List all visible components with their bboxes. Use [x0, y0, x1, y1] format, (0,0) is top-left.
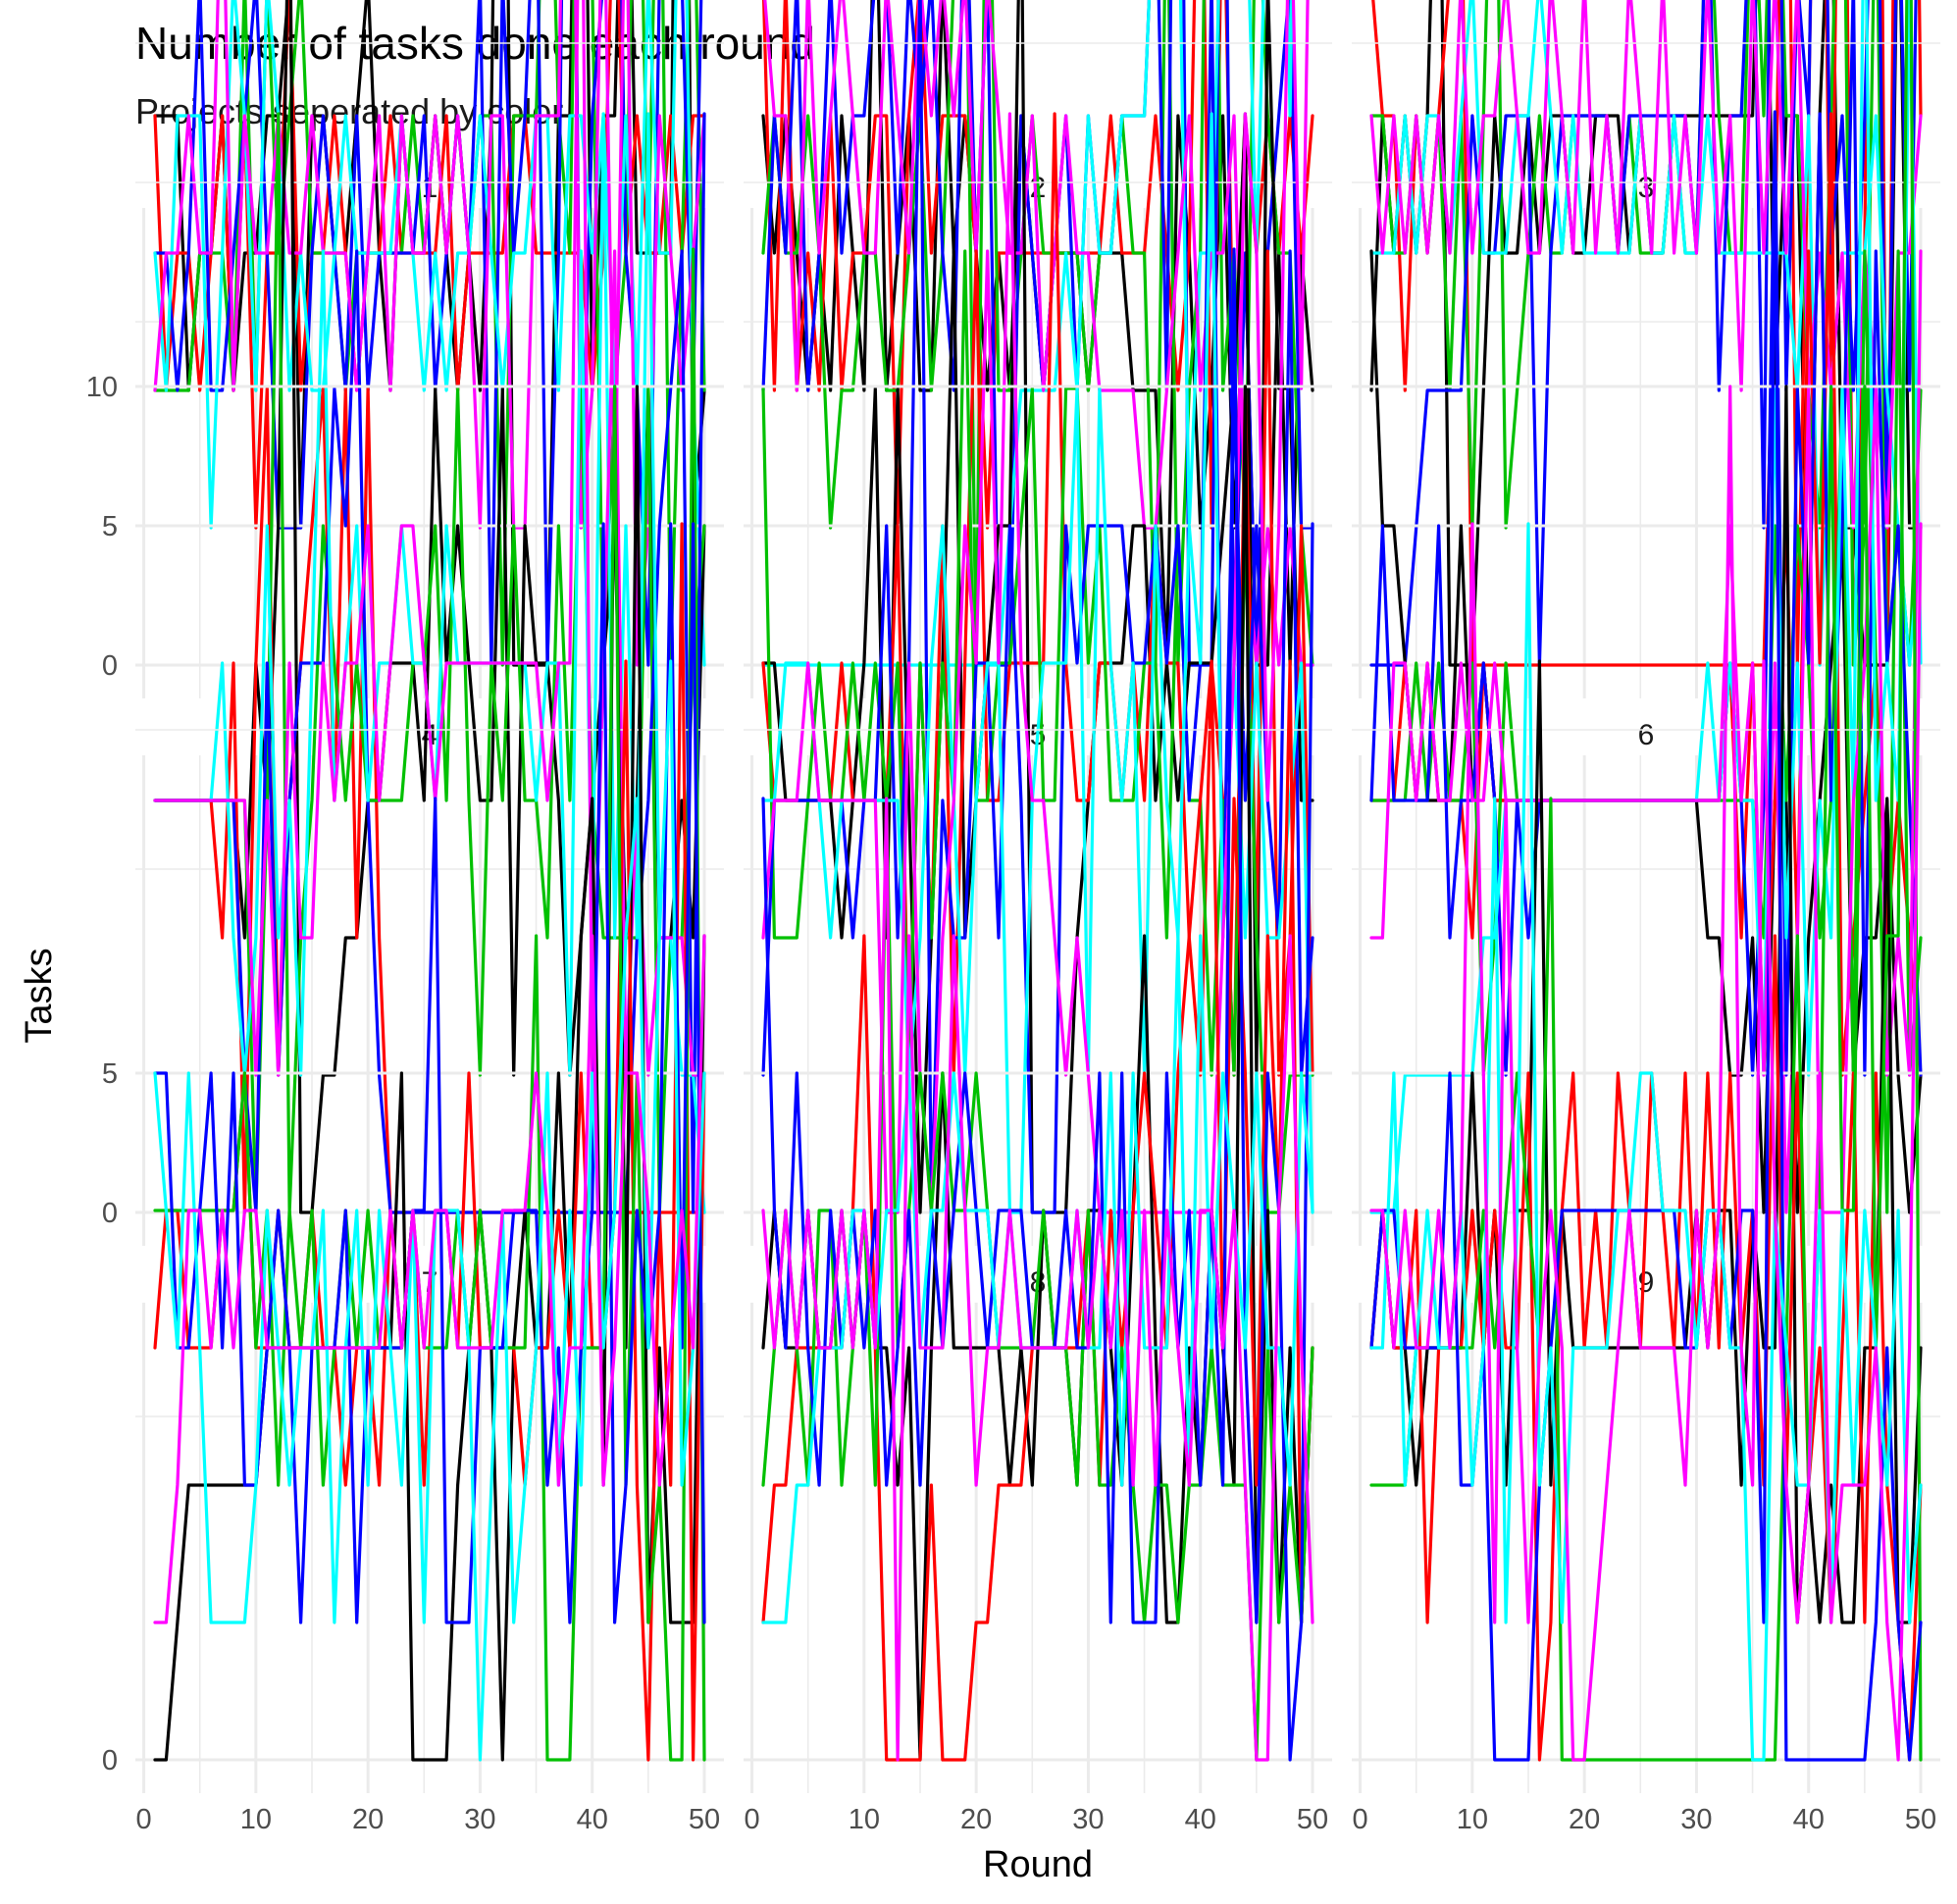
x-tick-label: 40 — [1185, 1804, 1216, 1835]
x-tick-label: 30 — [1680, 1804, 1712, 1835]
x-tick-label: 20 — [1569, 1804, 1600, 1835]
x-tick-label: 50 — [1297, 1804, 1328, 1835]
x-tick-label: 20 — [352, 1804, 384, 1835]
series-line-4 — [761, 0, 1314, 667]
x-axis-title-group: Round — [983, 1844, 1093, 1885]
x-tick-label: 0 — [1353, 1804, 1368, 1835]
series-line-3 — [153, 247, 706, 1762]
y-axis-title: Tasks — [19, 948, 60, 1043]
series-line-4 — [1369, 0, 1918, 667]
series-line-3 — [761, 0, 1314, 667]
x-tick-label: 10 — [1457, 1804, 1488, 1835]
y-axis-title-group: Tasks — [19, 948, 60, 1043]
series-line-6 — [153, 934, 706, 1624]
series-line-6 — [1369, 249, 1923, 1214]
facet-strip-label: 6 — [1638, 719, 1655, 751]
x-tick-label: 20 — [960, 1804, 992, 1835]
series-line-6 — [1369, 0, 1923, 530]
series-line-6 — [763, 0, 1314, 667]
x-tick-label: 50 — [1905, 1804, 1936, 1835]
facet-panel-7: 705101501020304050 — [86, 42, 724, 1835]
x-tick-label: 0 — [745, 1804, 760, 1835]
x-axis-title: Round — [983, 1844, 1093, 1885]
facet-panels: 1051015234051015567051015010203040508010… — [86, 0, 1940, 1835]
facet-strip-label: 9 — [1638, 1266, 1655, 1299]
series-line-4 — [153, 0, 703, 667]
series-line-6 — [1369, 385, 1923, 1762]
series-line-6 — [153, 0, 706, 1077]
x-tick-label: 30 — [1072, 1804, 1104, 1835]
x-tick-label: 40 — [1793, 1804, 1825, 1835]
y-tick-label: 5 — [102, 511, 118, 542]
x-tick-label: 10 — [240, 1804, 272, 1835]
series-line-6 — [761, 797, 1314, 1762]
facet-panel-8: 80 10 20 30 40 50 — [744, 42, 1332, 1835]
series-line-6 — [761, 0, 1310, 1214]
series-line-3 — [1369, 0, 1923, 1762]
series-line-4 — [1369, 110, 1923, 1762]
y-tick-label: 0 — [102, 1198, 118, 1229]
x-tick-label: 30 — [464, 1804, 495, 1835]
facet-panel-9: 9 0 10 20 30 40 50 — [1352, 0, 1940, 1835]
series-line-4 — [153, 522, 706, 1624]
x-tick-label: 10 — [849, 1804, 880, 1835]
y-tick-label: 0 — [102, 650, 118, 682]
y-tick-label: 0 — [102, 1745, 118, 1776]
series-line-5 — [761, 0, 1294, 667]
x-tick-label: 50 — [689, 1804, 720, 1835]
facet-panel-5: 5 — [744, 0, 1332, 1246]
facet-panel-6: 6 — [1352, 0, 1940, 1246]
series-line-5 — [153, 659, 706, 1762]
x-tick-label: 40 — [577, 1804, 608, 1835]
y-tick-label: 10 — [86, 372, 118, 403]
x-tick-label: 0 — [136, 1804, 152, 1835]
y-tick-label: 5 — [102, 1058, 118, 1090]
